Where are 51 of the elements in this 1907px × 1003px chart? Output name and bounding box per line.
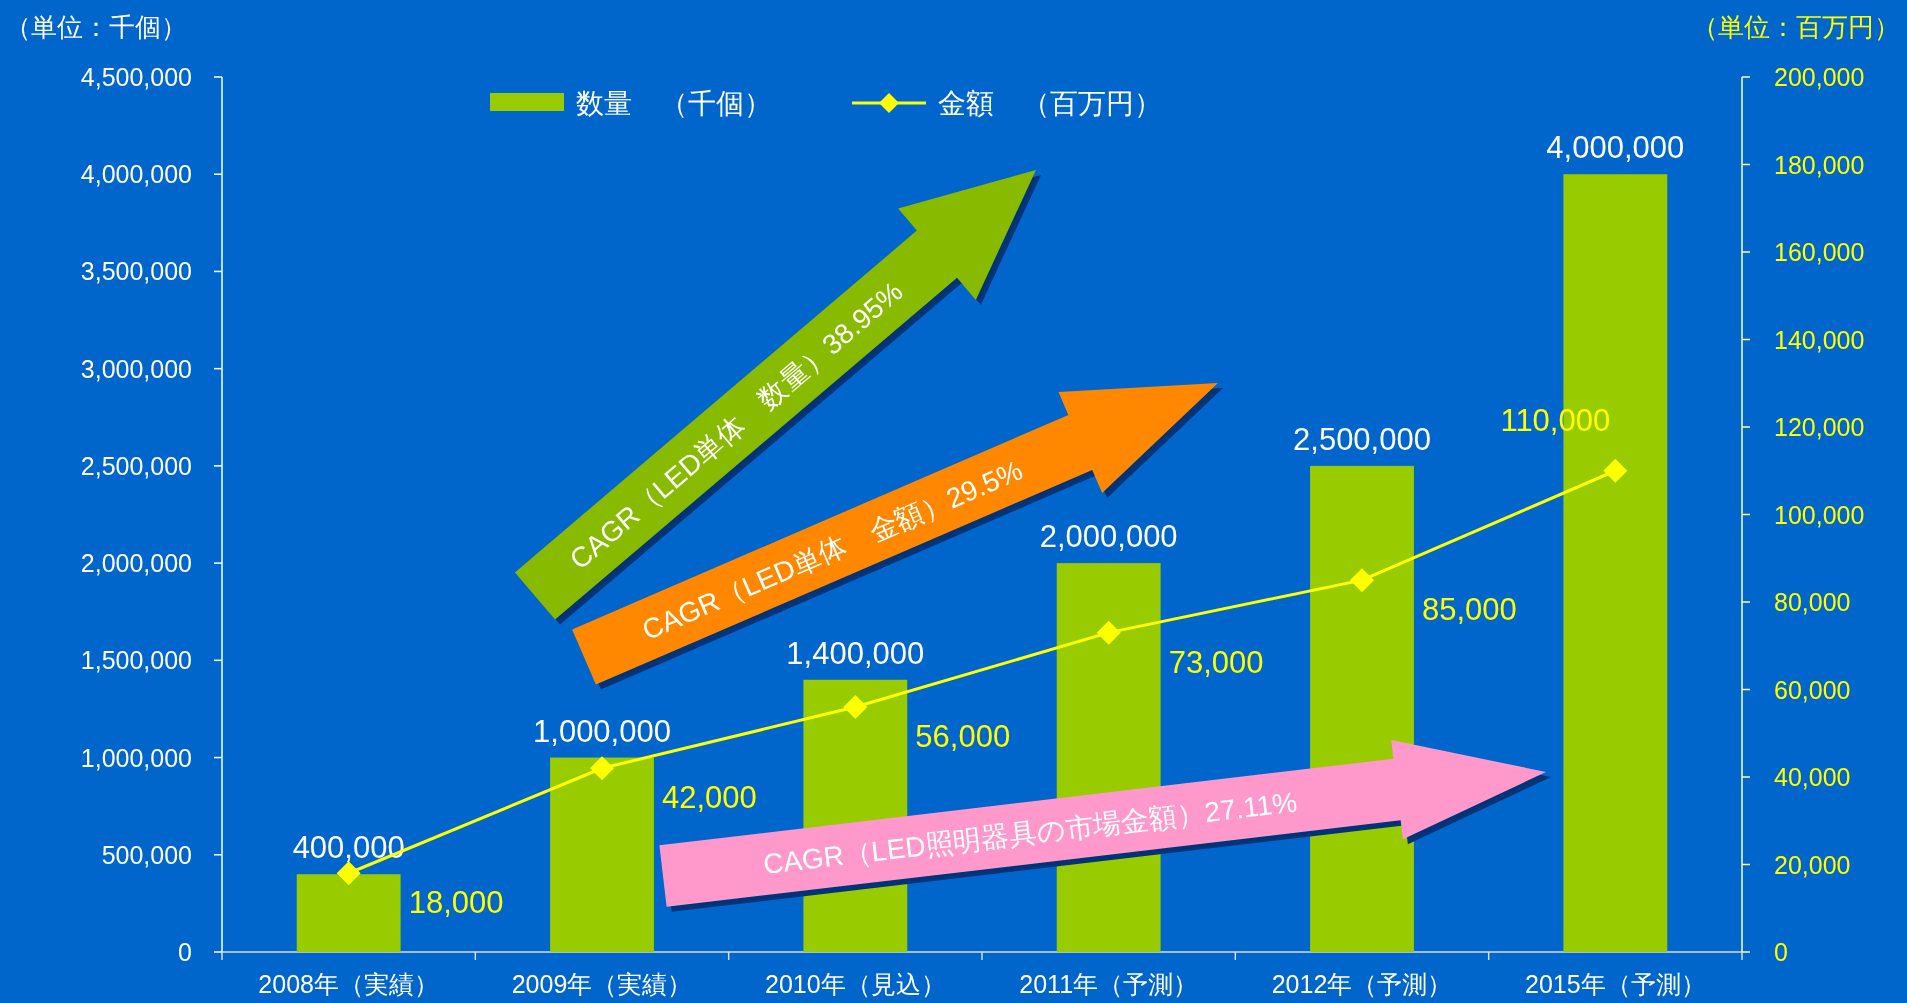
point [336,861,361,886]
bar [550,757,654,952]
data-label: 1,000,000 [533,713,671,749]
y2-tick-label: 60,000 [1774,675,1851,704]
legend-label: 金額 （百万円） [938,88,1162,119]
data-label: 2,000,000 [1039,519,1178,555]
y2-tick-label: 160,000 [1774,238,1865,266]
y2-axis-title: （単位：百万円） [1692,12,1900,42]
x-tick-label: 2009年（実績） [511,970,693,998]
data-label: 1,400,000 [786,635,925,671]
x-tick-label: 2011年（予測） [1019,970,1199,998]
y-tick-label: 1,500,000 [80,646,192,675]
y2-tick-label: 180,000 [1774,150,1865,179]
y2-tick-label: 40,000 [1774,763,1851,791]
data-label: 42,000 [662,780,757,816]
data-label: 73,000 [1168,644,1264,680]
point [843,695,868,719]
x-tick-label: 2008年（実績） [258,970,439,998]
y2-tick-label: 20,000 [1774,850,1851,879]
y2-tick-label: 200,000 [1774,63,1865,91]
y2-tick-label: 120,000 [1774,413,1865,441]
y-tick-label: 3,000,000 [80,354,192,383]
y2-tick-label: 140,000 [1774,325,1865,354]
annotation: CAGR（LED照明器具の市場金額）27.11% [761,786,1299,881]
bar [296,874,401,952]
point [1096,620,1121,645]
y-tick-label: 0 [178,938,192,966]
y2-tick-label: 100,000 [1774,500,1865,529]
y-tick-label: 2,500,000 [80,451,192,480]
y-tick-label: 4,000,000 [80,160,192,189]
legend-label: 数量 （千個） [576,88,772,119]
x-tick-label: 2012年（予測） [1271,970,1453,998]
y-tick-label: 3,500,000 [80,257,192,286]
y-tick-label: 2,000,000 [80,549,192,578]
x-tick-label: 2015年（予測） [1525,970,1706,998]
x-tick-label: 2010年（見込） [765,970,946,998]
y-tick-label: 500,000 [101,840,192,869]
data-label: 56,000 [915,719,1011,754]
data-label: 85,000 [1422,592,1517,628]
point [590,756,614,781]
y-tick-label: 1,000,000 [80,743,192,772]
y-tick-label: 4,500,000 [80,63,192,91]
point [1350,568,1374,593]
data-label: 4,000,000 [1546,130,1685,166]
data-label: 400,000 [292,830,405,866]
y2-tick-label: 80,000 [1774,588,1851,616]
y-axis-title: （単位：千個） [5,12,187,42]
data-label: 18,000 [408,885,504,921]
y2-tick-label: 0 [1774,938,1788,966]
point [1603,458,1628,483]
data-label: 2,500,000 [1293,421,1431,457]
